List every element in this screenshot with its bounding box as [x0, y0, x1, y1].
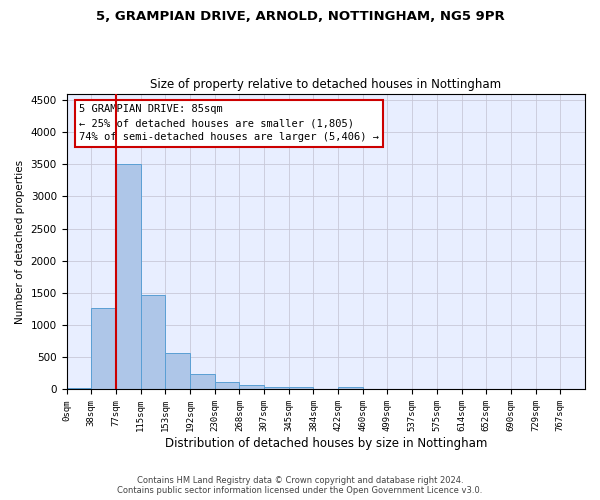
Bar — [289, 387, 313, 390]
Y-axis label: Number of detached properties: Number of detached properties — [15, 160, 25, 324]
Bar — [116, 164, 140, 390]
Text: Contains HM Land Registry data © Crown copyright and database right 2024.
Contai: Contains HM Land Registry data © Crown c… — [118, 476, 482, 495]
Title: Size of property relative to detached houses in Nottingham: Size of property relative to detached ho… — [150, 78, 502, 91]
Bar — [239, 384, 264, 390]
Bar — [140, 295, 165, 390]
Text: 5, GRAMPIAN DRIVE, ARNOLD, NOTTINGHAM, NG5 9PR: 5, GRAMPIAN DRIVE, ARNOLD, NOTTINGHAM, N… — [95, 10, 505, 23]
Bar — [91, 308, 116, 390]
Bar — [264, 386, 289, 390]
Bar — [165, 353, 190, 390]
Bar — [338, 386, 363, 390]
Bar — [215, 382, 239, 390]
X-axis label: Distribution of detached houses by size in Nottingham: Distribution of detached houses by size … — [164, 437, 487, 450]
Bar — [67, 388, 91, 390]
Text: 5 GRAMPIAN DRIVE: 85sqm
← 25% of detached houses are smaller (1,805)
74% of semi: 5 GRAMPIAN DRIVE: 85sqm ← 25% of detache… — [79, 104, 379, 142]
Bar — [190, 374, 215, 390]
